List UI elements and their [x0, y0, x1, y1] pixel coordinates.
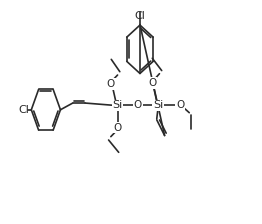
Text: O: O: [107, 79, 115, 89]
Text: Si: Si: [112, 100, 123, 110]
Text: O: O: [148, 78, 156, 88]
Text: Cl: Cl: [18, 105, 29, 115]
Text: O: O: [134, 100, 142, 110]
Text: Si: Si: [153, 100, 163, 110]
Text: O: O: [113, 123, 122, 133]
Text: Cl: Cl: [134, 11, 145, 21]
Text: O: O: [176, 100, 184, 110]
